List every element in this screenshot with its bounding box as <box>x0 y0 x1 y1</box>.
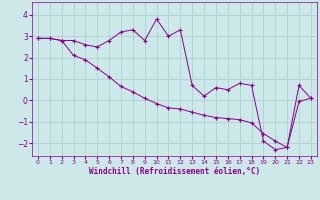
X-axis label: Windchill (Refroidissement éolien,°C): Windchill (Refroidissement éolien,°C) <box>89 167 260 176</box>
